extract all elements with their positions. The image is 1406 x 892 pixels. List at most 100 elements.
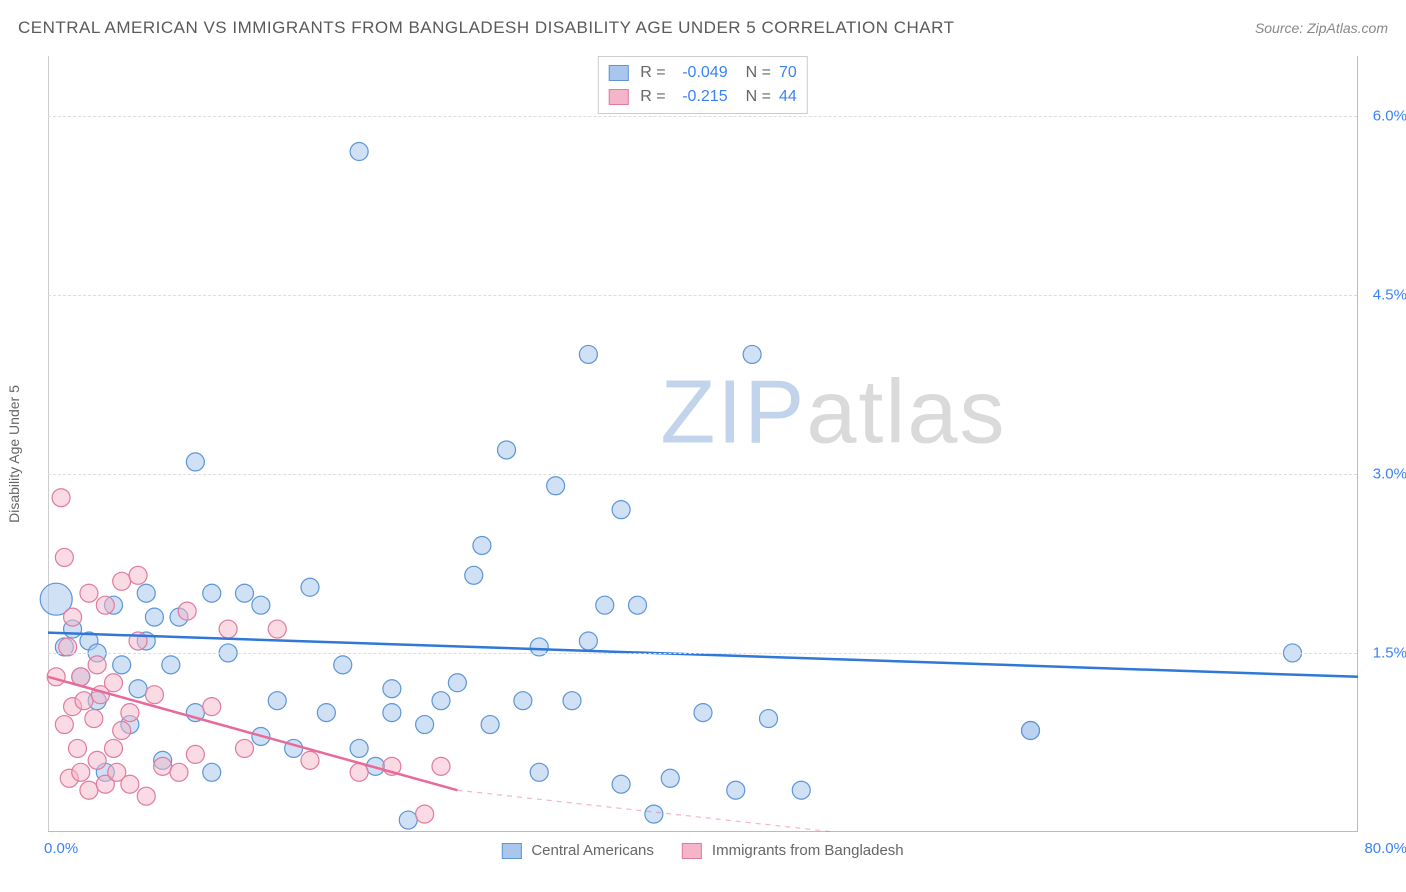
data-point: [129, 566, 147, 584]
legend-swatch: [501, 843, 521, 859]
data-point: [612, 775, 630, 793]
data-point: [350, 739, 368, 757]
legend-series-item: Central Americans: [501, 842, 654, 859]
data-point: [178, 602, 196, 620]
data-point: [80, 584, 98, 602]
data-point: [334, 656, 352, 674]
y-tick-label: 1.5%: [1363, 644, 1406, 661]
data-point: [186, 745, 204, 763]
legend-swatch: [682, 843, 702, 859]
legend-correlation: R = -0.049 N = 70 R = -0.215 N = 44: [597, 56, 807, 114]
data-point: [1022, 722, 1040, 740]
data-point: [154, 757, 172, 775]
legend-r-value: -0.215: [674, 85, 728, 109]
x-tick-max: 80.0%: [1364, 840, 1406, 857]
legend-r-value: -0.049: [674, 61, 728, 85]
data-point: [416, 716, 434, 734]
chart-title: CENTRAL AMERICAN VS IMMIGRANTS FROM BANG…: [18, 18, 954, 38]
data-point: [105, 739, 123, 757]
data-point: [55, 716, 73, 734]
source-site: ZipAtlas.com: [1307, 20, 1388, 36]
data-point: [473, 536, 491, 554]
data-point: [563, 692, 581, 710]
data-point: [236, 739, 254, 757]
data-point: [162, 656, 180, 674]
data-point: [760, 710, 778, 728]
data-point: [96, 596, 114, 614]
data-point: [579, 345, 597, 363]
grid-line: [48, 116, 1357, 117]
title-bar: CENTRAL AMERICAN VS IMMIGRANTS FROM BANG…: [18, 18, 1388, 38]
data-point: [350, 143, 368, 161]
legend-row: R = -0.215 N = 44: [608, 85, 796, 109]
y-tick-label: 3.0%: [1363, 465, 1406, 482]
data-point: [252, 596, 270, 614]
data-point: [792, 781, 810, 799]
data-point: [219, 620, 237, 638]
data-point: [432, 692, 450, 710]
data-point: [137, 787, 155, 805]
grid-line: [48, 295, 1357, 296]
legend-series-item: Immigrants from Bangladesh: [682, 842, 904, 859]
data-point: [203, 763, 221, 781]
source-attribution: Source: ZipAtlas.com: [1255, 20, 1388, 36]
data-point: [129, 680, 147, 698]
data-point: [75, 692, 93, 710]
legend-row: R = -0.049 N = 70: [608, 61, 796, 85]
data-point: [301, 578, 319, 596]
data-point: [170, 763, 188, 781]
legend-series-label: Central Americans: [531, 842, 654, 859]
data-point: [416, 805, 434, 823]
legend-n-label: N =: [746, 85, 771, 109]
plot-area: ZIPatlas R =-0.049N =70R =-0.215N =44 Ce…: [48, 56, 1358, 832]
trend-line: [48, 633, 1358, 677]
data-point: [579, 632, 597, 650]
data-point: [547, 477, 565, 495]
data-point: [743, 345, 761, 363]
data-point: [645, 805, 663, 823]
legend-r-label: R =: [640, 61, 665, 85]
data-point: [145, 608, 163, 626]
x-tick-min: 0.0%: [44, 840, 78, 857]
legend-n-label: N =: [746, 61, 771, 85]
data-point: [52, 489, 70, 507]
y-tick-label: 4.5%: [1363, 286, 1406, 303]
data-point: [64, 608, 82, 626]
data-point: [113, 722, 131, 740]
data-point: [145, 686, 163, 704]
data-point: [80, 781, 98, 799]
data-point: [113, 656, 131, 674]
data-point: [629, 596, 647, 614]
data-point: [85, 710, 103, 728]
data-point: [268, 620, 286, 638]
legend-n-value: 44: [779, 85, 797, 109]
data-point: [203, 584, 221, 602]
data-point: [448, 674, 466, 692]
chart-svg: [48, 56, 1357, 831]
data-point: [55, 548, 73, 566]
data-point: [399, 811, 417, 829]
legend-r-label: R =: [640, 85, 665, 109]
data-point: [317, 704, 335, 722]
source-prefix: Source:: [1255, 20, 1303, 36]
data-point: [383, 680, 401, 698]
data-point: [694, 704, 712, 722]
data-point: [68, 739, 86, 757]
data-point: [612, 501, 630, 519]
grid-line: [48, 653, 1357, 654]
data-point: [88, 751, 106, 769]
data-point: [727, 781, 745, 799]
data-point: [498, 441, 516, 459]
data-point: [514, 692, 532, 710]
data-point: [72, 763, 90, 781]
data-point: [432, 757, 450, 775]
y-axis-label: Disability Age Under 5: [6, 385, 22, 523]
legend-swatch: [608, 89, 628, 105]
data-point: [88, 656, 106, 674]
data-point: [137, 584, 155, 602]
data-point: [383, 704, 401, 722]
legend-n-value: 70: [779, 61, 797, 85]
legend-swatch: [608, 65, 628, 81]
y-tick-label: 6.0%: [1363, 107, 1406, 124]
data-point: [481, 716, 499, 734]
